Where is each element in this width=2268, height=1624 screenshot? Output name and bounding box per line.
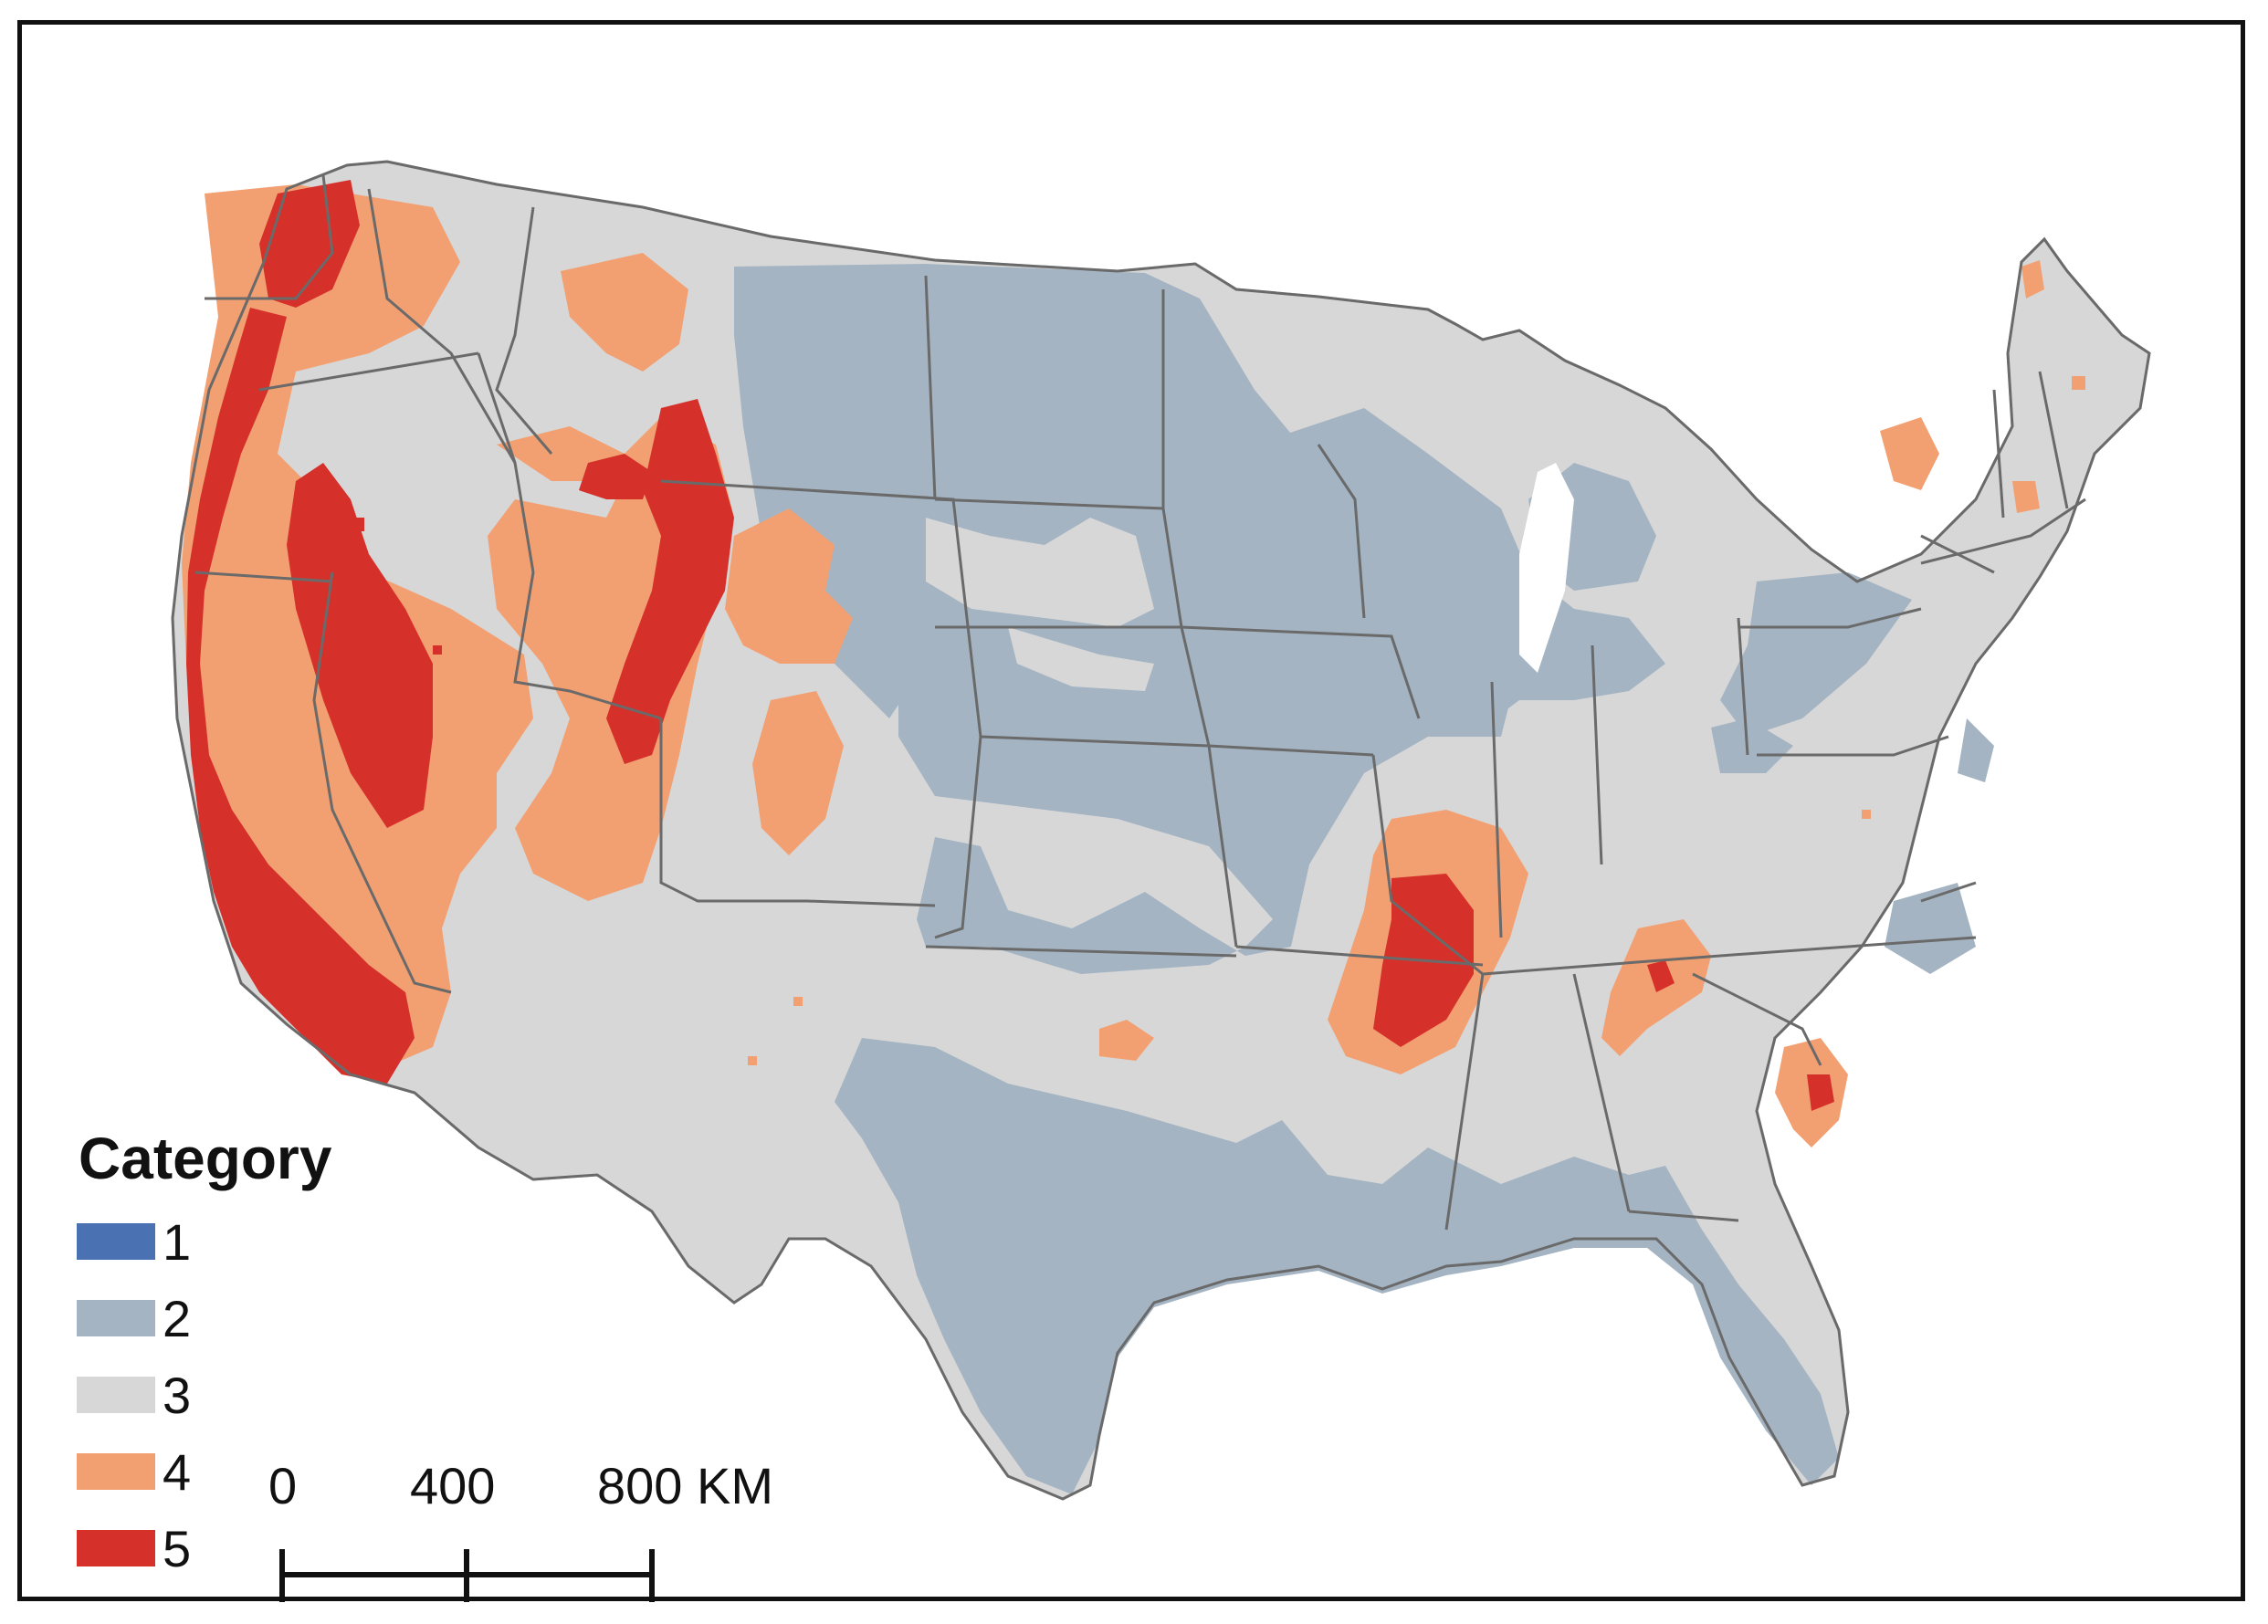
state-boundaries: [194, 174, 2086, 1231]
scale-tick-400: 400: [410, 1457, 496, 1514]
legend: Category 1 2 3 4 5: [77, 1125, 331, 1587]
legend-title: Category: [79, 1126, 332, 1191]
category-3-patches: [926, 518, 1154, 691]
category-5-regions: [186, 180, 1834, 1111]
legend-swatch-4: [77, 1453, 155, 1490]
scale-bar: 0 400 800 KM: [259, 1456, 773, 1611]
legend-swatch-1: [77, 1223, 155, 1260]
legend-items: 1 2 3 4 5: [77, 1203, 331, 1587]
scale-tick-0: 0: [268, 1457, 298, 1514]
legend-swatch-5: [77, 1530, 155, 1566]
legend-label-1: 1: [163, 1212, 192, 1271]
legend-label-2: 2: [163, 1289, 192, 1347]
legend-item-4: 4: [77, 1433, 331, 1510]
legend-item-3: 3: [77, 1357, 331, 1433]
legend-label-3: 3: [163, 1366, 192, 1424]
legend-swatch-2: [77, 1300, 155, 1336]
map-frame: Category 1 2 3 4 5 0 400 800 KM: [17, 20, 2245, 1602]
legend-item-2: 2: [77, 1280, 331, 1357]
scale-bar-line: [279, 1549, 655, 1602]
lakes: [1519, 463, 1866, 1423]
legend-label-5: 5: [163, 1519, 192, 1577]
us-outline: [171, 160, 2151, 1501]
legend-swatch-3: [77, 1377, 155, 1413]
us-category-map: [171, 160, 2151, 1501]
legend-item-1: 1: [77, 1203, 331, 1280]
legend-item-5: 5: [77, 1510, 331, 1587]
scale-tick-800: 800 KM: [597, 1457, 773, 1514]
legend-label-4: 4: [163, 1442, 192, 1501]
